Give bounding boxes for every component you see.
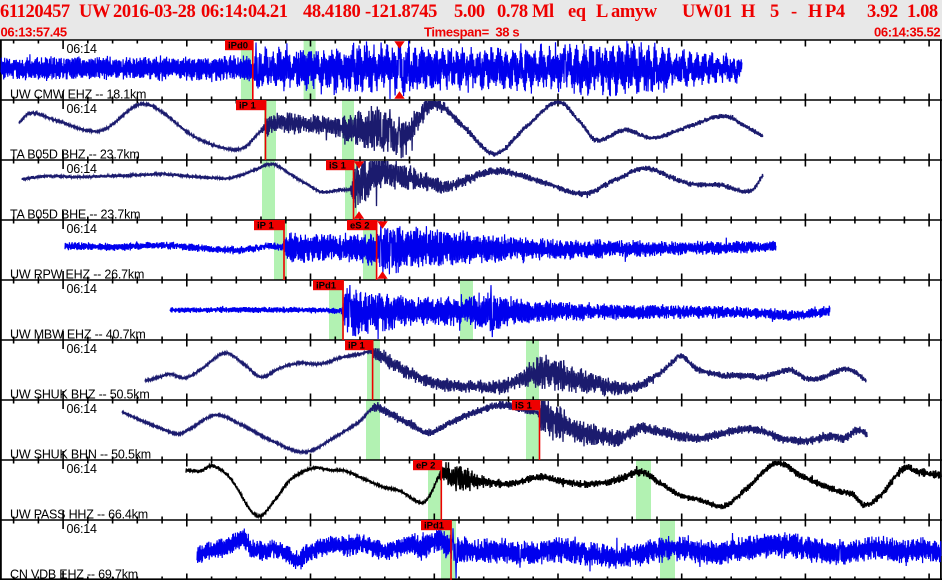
svg-text:06:14: 06:14: [67, 162, 98, 176]
svg-text:06:14: 06:14: [67, 282, 98, 296]
svg-text:06:14: 06:14: [67, 342, 98, 356]
svg-text:UW SHUK BHN -- 50.5km: UW SHUK BHN -- 50.5km: [10, 448, 151, 462]
svg-text:06:14: 06:14: [67, 222, 98, 236]
svg-text:L: L: [596, 2, 608, 22]
svg-text:iS 1: iS 1: [329, 161, 347, 172]
svg-text:48.4180: 48.4180: [303, 2, 360, 22]
svg-text:5: 5: [770, 2, 779, 22]
svg-text:Timespan= 38 s: Timespan= 38 s: [424, 25, 519, 40]
svg-text:06:14: 06:14: [67, 42, 98, 56]
svg-text:P4: P4: [825, 2, 845, 22]
svg-text:UW RPW EHZ -- 26.7km: UW RPW EHZ -- 26.7km: [10, 268, 144, 282]
svg-text:iS 1: iS 1: [515, 401, 533, 412]
svg-text:UW: UW: [79, 2, 111, 22]
svg-text:UW PASS HHZ -- 66.4km: UW PASS HHZ -- 66.4km: [10, 508, 148, 522]
svg-text:iP 1: iP 1: [348, 341, 365, 352]
svg-text:H: H: [808, 2, 823, 22]
svg-text:iP 1: iP 1: [239, 101, 256, 112]
svg-text:2016-03-28: 2016-03-28: [113, 2, 195, 22]
svg-text:eq: eq: [568, 2, 587, 22]
svg-text:eS 2: eS 2: [350, 221, 370, 232]
svg-text:amyw: amyw: [611, 2, 658, 22]
svg-text:06:14: 06:14: [67, 402, 98, 416]
svg-text:iP 1: iP 1: [257, 221, 274, 232]
svg-text:iPd0: iPd0: [228, 41, 248, 52]
svg-text:-121.8745: -121.8745: [365, 2, 437, 22]
svg-text:UW: UW: [682, 2, 714, 22]
svg-text:iPd1: iPd1: [316, 281, 337, 292]
svg-text:01: 01: [714, 2, 732, 22]
svg-text:UW MBW EHZ -- 40.7km: UW MBW EHZ -- 40.7km: [10, 328, 146, 342]
svg-text:H: H: [741, 2, 756, 22]
svg-text:06:14:35.52: 06:14:35.52: [874, 25, 940, 40]
svg-text:eP 2: eP 2: [416, 461, 435, 472]
svg-text:3.92: 3.92: [867, 2, 898, 22]
svg-text:5.00: 5.00: [454, 2, 485, 22]
svg-text:1.08: 1.08: [907, 2, 938, 22]
svg-text:UW CMW EHZ -- 18.1km: UW CMW EHZ -- 18.1km: [10, 88, 146, 102]
svg-text:06:14: 06:14: [67, 102, 98, 116]
svg-text:0.78: 0.78: [497, 2, 528, 22]
svg-text:06:13:57.45: 06:13:57.45: [1, 25, 67, 40]
svg-text:Ml: Ml: [532, 2, 554, 22]
svg-text:iPd1: iPd1: [424, 521, 445, 532]
svg-text:-: -: [791, 2, 797, 22]
svg-text:61120457: 61120457: [0, 2, 70, 22]
svg-text:TA B05D BHE -- 23.7km: TA B05D BHE -- 23.7km: [10, 208, 140, 222]
svg-text:CN VDB EHZ -- 69.7km: CN VDB EHZ -- 69.7km: [10, 568, 138, 580]
svg-text:TA B05D BHZ -- 23.7km: TA B05D BHZ -- 23.7km: [10, 148, 140, 162]
svg-text:06:14:04.21: 06:14:04.21: [201, 2, 288, 22]
svg-text:UW SHUK BHZ -- 50.5km: UW SHUK BHZ -- 50.5km: [10, 388, 150, 402]
svg-text:06:14: 06:14: [67, 522, 98, 536]
svg-text:06:14: 06:14: [67, 462, 98, 476]
